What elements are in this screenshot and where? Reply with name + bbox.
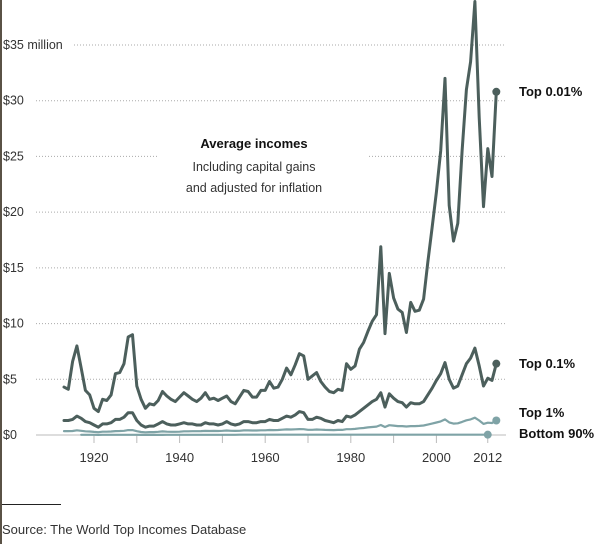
endpoint-marker-top-0-01 — [492, 87, 501, 96]
x-tick-label: 1940 — [165, 450, 194, 465]
x-tick-label: 1920 — [80, 450, 109, 465]
x-tick-label: 1960 — [251, 450, 280, 465]
series-label-top-0-01: Top 0.01% — [519, 84, 583, 99]
y-tick-label: $25 — [3, 149, 24, 163]
y-tick-label: $30 — [3, 94, 24, 108]
endpoint-marker-top-1 — [492, 416, 501, 425]
gridlines — [36, 44, 506, 380]
chart-subtitle-line-1: Including capital gains — [193, 160, 316, 174]
endpoint-marker-bottom-90 — [483, 430, 492, 439]
x-tick-label: 2012 — [473, 450, 502, 465]
y-tick-label: $35 million — [3, 38, 63, 52]
endpoint-marker-top-0-1 — [492, 359, 501, 368]
series-label-top-0-1: Top 0.1% — [519, 356, 576, 371]
annotation-background — [158, 128, 368, 200]
series-label-bottom-90: Bottom 90% — [519, 426, 595, 441]
series-lines — [62, 0, 501, 439]
x-tick-label: 2000 — [422, 450, 451, 465]
chart-annotation: Average incomes Including capital gains … — [158, 128, 368, 200]
source-divider — [2, 504, 61, 505]
x-tick-label: 1980 — [336, 450, 365, 465]
chart-title: Average incomes — [200, 136, 307, 151]
series-line-top-0-01 — [62, 0, 498, 414]
chart-subtitle-line-2: and adjusted for inflation — [186, 181, 322, 195]
y-tick-label: $0 — [3, 428, 17, 442]
y-tick-label: $15 — [3, 261, 24, 275]
series-line-top-0-1 — [62, 346, 498, 429]
y-axis-ticks: $0 $5 $10 $15 $20 $25 $30 $35 million — [3, 38, 63, 442]
y-tick-label: $20 — [3, 205, 24, 219]
series-labels: Bottom 90% Top 1% Top 0.1% Top 0.01% — [519, 84, 595, 441]
x-axis: 1920 1940 1960 1980 2000 2012 — [36, 434, 506, 465]
y-tick-label: $10 — [3, 317, 24, 331]
series-label-top-1: Top 1% — [519, 405, 565, 420]
source-note: Source: The World Top Incomes Database — [2, 522, 247, 537]
y-tick-label: $5 — [3, 372, 17, 386]
series-line-top-1 — [62, 416, 498, 434]
left-edge-border — [0, 0, 2, 544]
